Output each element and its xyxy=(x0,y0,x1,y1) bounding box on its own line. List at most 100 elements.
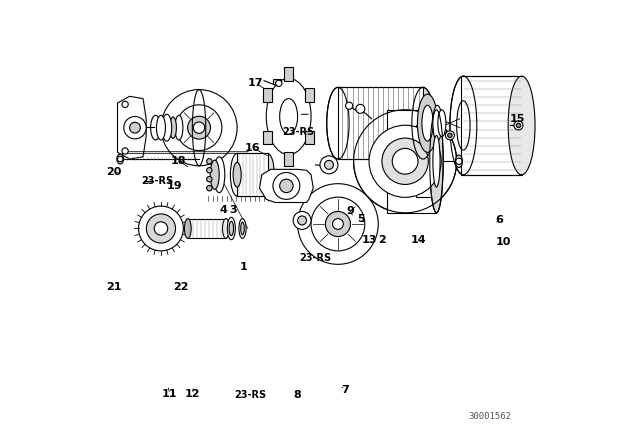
Circle shape xyxy=(207,185,212,191)
Bar xyxy=(461,76,520,175)
Circle shape xyxy=(129,122,140,133)
Text: 23-RS: 23-RS xyxy=(141,177,173,186)
Circle shape xyxy=(516,123,521,128)
Text: 9: 9 xyxy=(346,206,355,215)
Text: 22: 22 xyxy=(173,282,189,292)
Text: 1: 1 xyxy=(240,262,248,271)
Bar xyxy=(263,131,272,145)
Ellipse shape xyxy=(214,157,225,193)
Ellipse shape xyxy=(261,154,275,196)
Circle shape xyxy=(382,138,428,185)
Circle shape xyxy=(320,156,338,174)
Text: 23-RS: 23-RS xyxy=(234,390,267,400)
Ellipse shape xyxy=(327,87,349,159)
Circle shape xyxy=(124,116,146,139)
Text: 7: 7 xyxy=(340,385,349,395)
Circle shape xyxy=(176,105,222,151)
Text: 10: 10 xyxy=(496,237,511,247)
Circle shape xyxy=(298,216,307,225)
Ellipse shape xyxy=(455,155,463,168)
Text: 16: 16 xyxy=(245,143,260,153)
Circle shape xyxy=(346,102,353,109)
Text: 17: 17 xyxy=(247,78,263,88)
Circle shape xyxy=(298,184,378,264)
Circle shape xyxy=(354,110,457,213)
Circle shape xyxy=(324,160,333,169)
Ellipse shape xyxy=(227,217,236,240)
Ellipse shape xyxy=(223,219,229,238)
Ellipse shape xyxy=(157,116,165,140)
Circle shape xyxy=(139,206,184,251)
Ellipse shape xyxy=(422,105,433,141)
Text: 21: 21 xyxy=(106,282,122,292)
Bar xyxy=(263,89,272,102)
Ellipse shape xyxy=(230,154,244,196)
Bar xyxy=(273,79,281,84)
Circle shape xyxy=(122,101,128,108)
Circle shape xyxy=(445,131,454,140)
Bar xyxy=(188,219,226,238)
Circle shape xyxy=(369,125,441,197)
Circle shape xyxy=(280,179,293,193)
Text: 13: 13 xyxy=(362,235,377,245)
Ellipse shape xyxy=(117,154,124,164)
Circle shape xyxy=(122,148,128,154)
Text: 23-RS: 23-RS xyxy=(300,253,332,263)
Circle shape xyxy=(207,177,212,182)
Text: 23-RS: 23-RS xyxy=(282,127,314,137)
Ellipse shape xyxy=(508,76,535,175)
Ellipse shape xyxy=(433,105,442,141)
Circle shape xyxy=(356,104,365,113)
Text: 2: 2 xyxy=(378,235,386,245)
Circle shape xyxy=(456,158,462,164)
Text: 4: 4 xyxy=(220,205,228,215)
Ellipse shape xyxy=(229,221,234,236)
Text: 19: 19 xyxy=(166,181,182,191)
Ellipse shape xyxy=(239,219,246,238)
Ellipse shape xyxy=(162,114,172,141)
Circle shape xyxy=(392,148,418,174)
Circle shape xyxy=(333,219,343,229)
Ellipse shape xyxy=(417,94,438,152)
Bar xyxy=(305,131,314,145)
Bar xyxy=(237,153,268,196)
Ellipse shape xyxy=(184,219,191,238)
Text: 30001562: 30001562 xyxy=(468,412,512,421)
Text: 20: 20 xyxy=(106,168,122,177)
Circle shape xyxy=(514,121,523,130)
Text: 3: 3 xyxy=(229,205,236,215)
Text: 18: 18 xyxy=(171,156,187,166)
Ellipse shape xyxy=(438,110,446,137)
Circle shape xyxy=(311,197,365,251)
Ellipse shape xyxy=(175,116,183,140)
Polygon shape xyxy=(260,169,314,202)
Text: 12: 12 xyxy=(184,389,200,399)
Bar xyxy=(284,152,293,166)
Text: 11: 11 xyxy=(162,389,178,399)
Polygon shape xyxy=(387,110,436,213)
Circle shape xyxy=(207,159,212,164)
Text: 15: 15 xyxy=(509,114,525,124)
Text: 6: 6 xyxy=(495,215,503,224)
Bar xyxy=(338,87,423,159)
Ellipse shape xyxy=(170,117,177,138)
Circle shape xyxy=(147,214,175,243)
Circle shape xyxy=(118,156,123,162)
Circle shape xyxy=(273,172,300,199)
Ellipse shape xyxy=(211,160,220,190)
Circle shape xyxy=(193,122,205,134)
Circle shape xyxy=(207,168,212,173)
Polygon shape xyxy=(118,96,146,159)
Circle shape xyxy=(276,80,282,86)
Circle shape xyxy=(325,211,351,237)
Ellipse shape xyxy=(280,99,298,134)
Ellipse shape xyxy=(412,87,435,159)
Bar xyxy=(305,89,314,102)
Text: 14: 14 xyxy=(411,235,426,245)
Bar xyxy=(284,67,293,81)
Ellipse shape xyxy=(233,163,241,187)
Circle shape xyxy=(188,116,211,139)
Circle shape xyxy=(448,133,452,138)
Circle shape xyxy=(154,222,168,235)
Ellipse shape xyxy=(193,90,206,166)
